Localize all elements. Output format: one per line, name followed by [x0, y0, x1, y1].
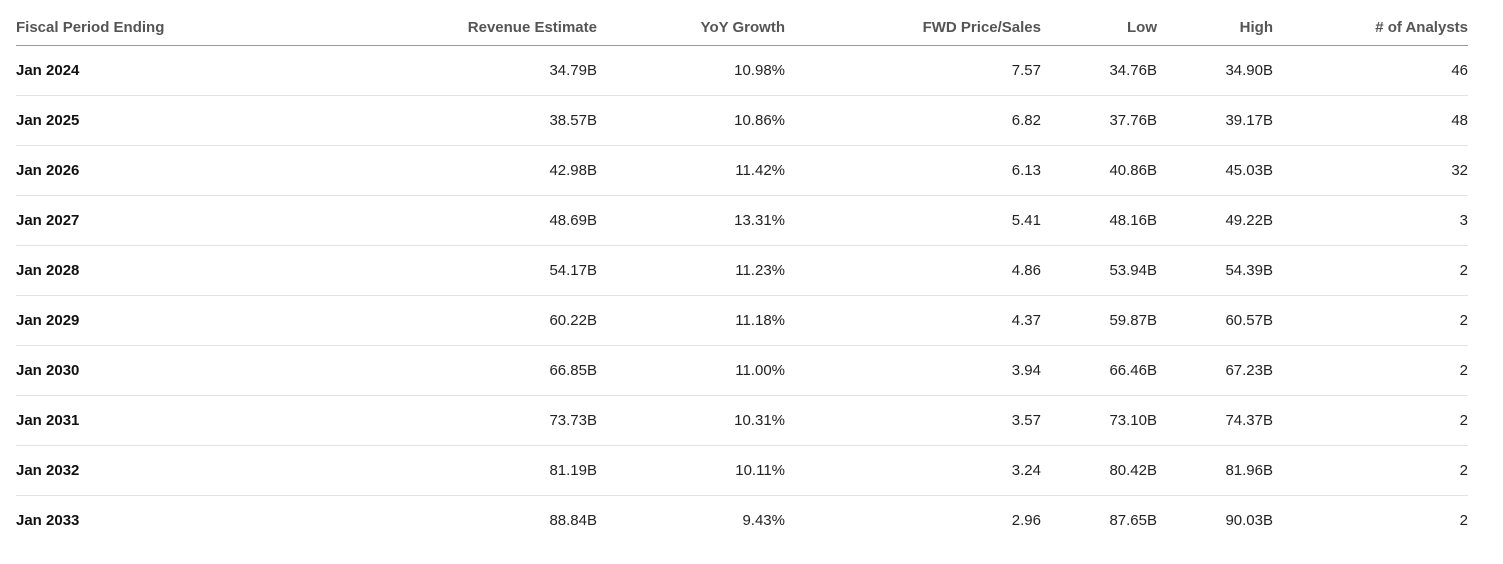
cell-fwd-price-sales: 4.86: [785, 245, 1041, 296]
cell-high: 54.39B: [1157, 245, 1273, 296]
cell-yoy-growth: 11.42%: [597, 145, 785, 196]
cell-number-of-analysts: 48: [1273, 95, 1468, 146]
cell-yoy-growth: 10.31%: [597, 395, 785, 446]
cell-low: 48.16B: [1041, 195, 1157, 246]
cell-fwd-price-sales: 3.94: [785, 345, 1041, 396]
cell-number-of-analysts: 3: [1273, 195, 1468, 246]
cell-low: 59.87B: [1041, 295, 1157, 346]
cell-fwd-price-sales: 3.24: [785, 445, 1041, 496]
cell-fwd-price-sales: 6.13: [785, 145, 1041, 196]
cell-high: 34.90B: [1157, 45, 1273, 96]
cell-low: 37.76B: [1041, 95, 1157, 146]
table-row: Jan 2024 34.79B 10.98% 7.57 34.76B 34.90…: [16, 45, 1468, 96]
table-header-row: Fiscal Period Ending Revenue Estimate Yo…: [16, 10, 1468, 46]
cell-number-of-analysts: 32: [1273, 145, 1468, 196]
cell-high: 49.22B: [1157, 195, 1273, 246]
cell-fiscal-period: Jan 2033: [16, 512, 80, 529]
cell-fwd-price-sales: 3.57: [785, 395, 1041, 446]
revenue-estimates-table: Fiscal Period Ending Revenue Estimate Yo…: [16, 10, 1468, 545]
cell-yoy-growth: 11.23%: [597, 245, 785, 296]
cell-number-of-analysts: 46: [1273, 45, 1468, 96]
cell-fiscal-period: Jan 2027: [16, 195, 316, 246]
cell-fiscal-period: Jan 2026: [16, 145, 316, 196]
cell-high: 74.37B: [1157, 395, 1273, 446]
cell-low: 73.10B: [1041, 395, 1157, 446]
cell-yoy-growth: 11.18%: [597, 295, 785, 346]
cell-number-of-analysts: 2: [1273, 295, 1468, 346]
cell-revenue-estimate: 60.22B: [316, 295, 597, 346]
cell-fiscal-period: Jan 2029: [16, 295, 316, 346]
cell-high: 60.57B: [1157, 295, 1273, 346]
header-number-of-analysts[interactable]: # of Analysts: [1273, 10, 1468, 46]
table-row: Jan 2028 54.17B 11.23% 4.86 53.94B 54.39…: [16, 245, 1468, 296]
cell-revenue-estimate: 88.84B: [549, 512, 597, 529]
cell-high: 39.17B: [1157, 95, 1273, 146]
cell-revenue-estimate: 54.17B: [316, 245, 597, 296]
cell-high: 90.03B: [1225, 512, 1273, 529]
cell-high: 67.23B: [1157, 345, 1273, 396]
cell-revenue-estimate: 73.73B: [316, 395, 597, 446]
table-row: Jan 2026 42.98B 11.42% 6.13 40.86B 45.03…: [16, 145, 1468, 196]
cell-fwd-price-sales: 2.96: [1011, 512, 1041, 529]
table-row: Jan 2033 88.84B 9.43% 2.96 87.65B 90.03B…: [16, 496, 1468, 546]
cell-low: 80.42B: [1041, 445, 1157, 496]
cell-fwd-price-sales: 7.57: [785, 45, 1041, 96]
table-row: Jan 2032 81.19B 10.11% 3.24 80.42B 81.96…: [16, 445, 1468, 496]
cell-yoy-growth: 10.86%: [597, 95, 785, 146]
cell-revenue-estimate: 81.19B: [316, 445, 597, 496]
table-row: Jan 2031 73.73B 10.31% 3.57 73.10B 74.37…: [16, 395, 1468, 446]
cell-revenue-estimate: 42.98B: [316, 145, 597, 196]
header-low[interactable]: Low: [1041, 10, 1157, 46]
cell-fiscal-period: Jan 2030: [16, 345, 316, 396]
cell-fiscal-period: Jan 2028: [16, 245, 316, 296]
cell-fiscal-period: Jan 2032: [16, 445, 316, 496]
table-row: Jan 2025 38.57B 10.86% 6.82 37.76B 39.17…: [16, 95, 1468, 146]
header-high[interactable]: High: [1157, 10, 1273, 46]
cell-revenue-estimate: 34.79B: [316, 45, 597, 96]
cell-number-of-analysts: 2: [1273, 345, 1468, 396]
cell-yoy-growth: 9.43%: [742, 512, 785, 529]
cell-low: 34.76B: [1041, 45, 1157, 96]
cell-revenue-estimate: 38.57B: [316, 95, 597, 146]
cell-yoy-growth: 13.31%: [597, 195, 785, 246]
cell-yoy-growth: 10.98%: [597, 45, 785, 96]
cell-number-of-analysts: 2: [1273, 395, 1468, 446]
table-row: Jan 2030 66.85B 11.00% 3.94 66.46B 67.23…: [16, 345, 1468, 396]
cell-low: 40.86B: [1041, 145, 1157, 196]
header-fwd-price-sales[interactable]: FWD Price/Sales: [785, 10, 1041, 46]
revenue-estimates-table-container: Fiscal Period Ending Revenue Estimate Yo…: [16, 10, 1468, 545]
header-yoy-growth[interactable]: YoY Growth: [597, 10, 785, 46]
cell-revenue-estimate: 66.85B: [316, 345, 597, 396]
cell-fwd-price-sales: 6.82: [785, 95, 1041, 146]
header-fiscal-period-ending[interactable]: Fiscal Period Ending: [16, 10, 316, 46]
cell-revenue-estimate: 48.69B: [316, 195, 597, 246]
cell-low: 53.94B: [1041, 245, 1157, 296]
cell-number-of-analysts: 2: [1459, 512, 1468, 529]
cell-yoy-growth: 10.11%: [597, 445, 785, 496]
cell-high: 81.96B: [1157, 445, 1273, 496]
cell-fiscal-period: Jan 2024: [16, 45, 316, 96]
table-row: Jan 2027 48.69B 13.31% 5.41 48.16B 49.22…: [16, 195, 1468, 246]
table-row: Jan 2029 60.22B 11.18% 4.37 59.87B 60.57…: [16, 295, 1468, 346]
cell-number-of-analysts: 2: [1273, 245, 1468, 296]
cell-fwd-price-sales: 5.41: [785, 195, 1041, 246]
cell-high: 45.03B: [1157, 145, 1273, 196]
cell-yoy-growth: 11.00%: [597, 345, 785, 396]
header-revenue-estimate[interactable]: Revenue Estimate: [316, 10, 597, 46]
cell-fiscal-period: Jan 2031: [16, 395, 316, 446]
cell-low: 66.46B: [1041, 345, 1157, 396]
cell-fwd-price-sales: 4.37: [785, 295, 1041, 346]
cell-number-of-analysts: 2: [1273, 445, 1468, 496]
cell-low: 87.65B: [1109, 512, 1157, 529]
cell-fiscal-period: Jan 2025: [16, 95, 316, 146]
